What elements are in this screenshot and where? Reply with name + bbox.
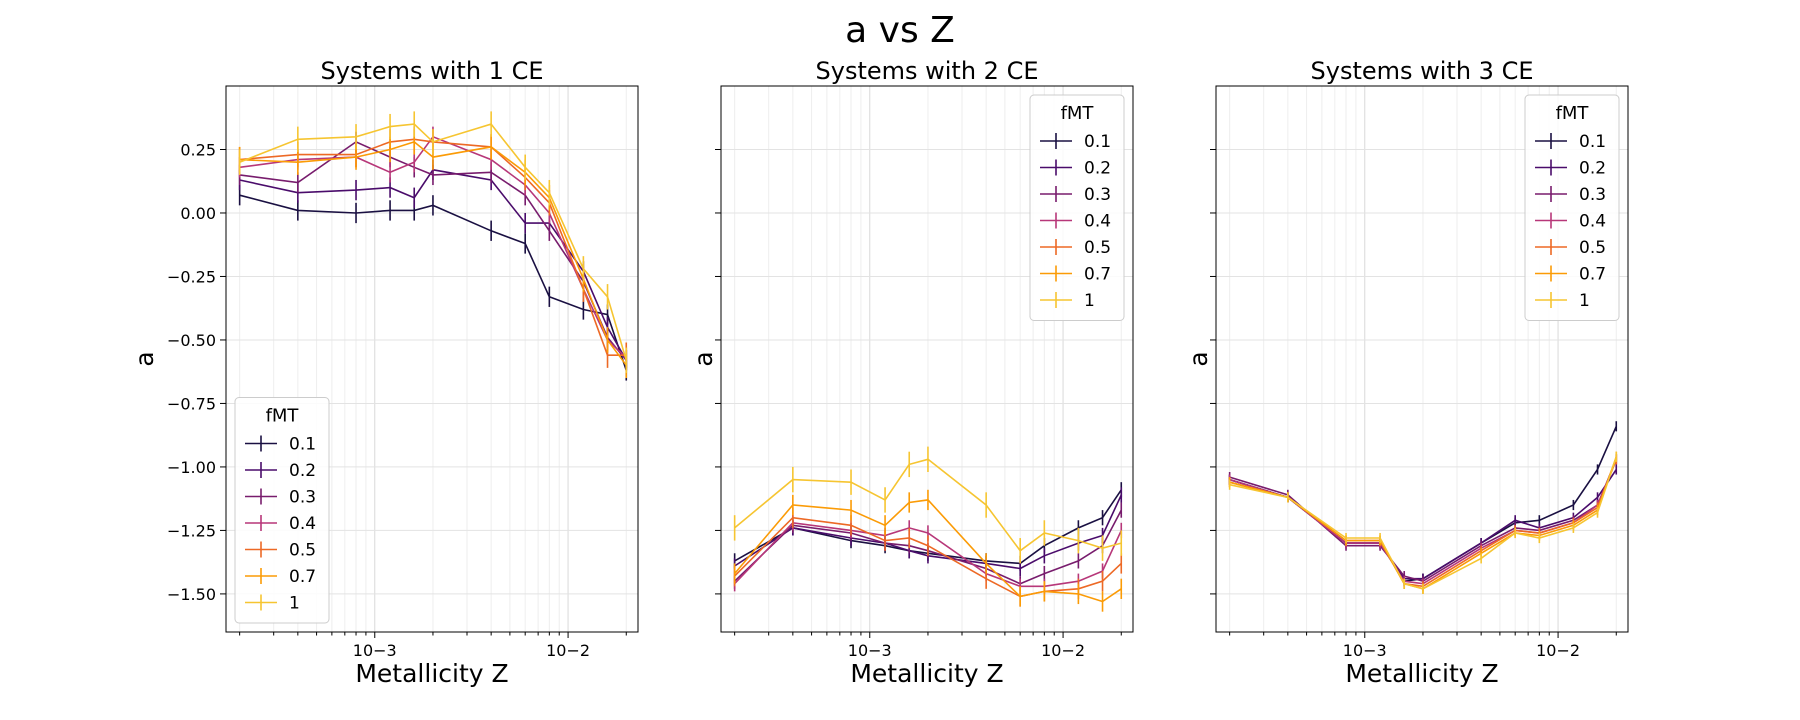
legend-item-label: 0.2 [1084, 159, 1111, 179]
legend: fMT 0.1 0.2 0.3 0.4 0.5 0.7 1 [1029, 94, 1125, 321]
y-tick-label: 0.25 [180, 140, 216, 159]
legend-item-label: 0.2 [1579, 159, 1606, 179]
series-line-0.3 [1229, 458, 1618, 583]
series-line-0.4 [734, 521, 1123, 588]
legend-item-label: 0.5 [1084, 238, 1111, 258]
series-line-1 [239, 123, 628, 361]
legend-item-label: 0.1 [1579, 132, 1606, 152]
x-tick-label: 10−3 [1343, 641, 1387, 660]
ticks: 10−3 10−2 0.25 0.00 −0.25 −0.50 −0.75 −1.00 −1.2… [167, 140, 627, 660]
legend: fMT 0.1 0.2 0.3 0.4 0.5 0.7 1 [1524, 94, 1620, 321]
legend-item-label: 0.3 [1084, 185, 1111, 205]
chart-panel-1: 10−3 10−2 0.25 0.00 −0.25 −0.50 −0.75 −1.00 −1.2… [130, 57, 639, 688]
x-axis-label: Metallicity Z [850, 659, 1003, 688]
x-tick-label: 10−2 [546, 641, 590, 660]
legend-box [1029, 94, 1125, 321]
panel-title: Systems with 2 CE [816, 57, 1039, 85]
x-axis-label: Metallicity Z [355, 659, 508, 688]
y-tick-label: −1.25 [167, 521, 216, 540]
y-tick-label: −0.25 [167, 267, 216, 286]
series-line-0.3 [734, 509, 1123, 585]
legend-item-label: 0.1 [1084, 132, 1111, 152]
legend-item-label: 0.5 [1579, 238, 1606, 258]
x-tick-label: 10−3 [848, 641, 892, 660]
legend-item-label: 0.4 [1579, 212, 1606, 232]
legend-item-label: 0.7 [1579, 265, 1606, 285]
series-line-1 [1229, 456, 1618, 590]
x-tick-label: 10−2 [1041, 641, 1085, 660]
series-group [238, 111, 628, 381]
series-line-0.1 [239, 194, 628, 371]
legend-title: fMT [1061, 103, 1095, 124]
y-axis-label: a [689, 351, 718, 366]
legend-item-label: 0.4 [1084, 212, 1111, 232]
axes-frame [1215, 85, 1629, 633]
figure-suptitle: a vs Z [845, 10, 955, 51]
legend-item-label: 0.1 [289, 435, 316, 455]
y-tick-label: −0.75 [167, 394, 216, 413]
panel-title: Systems with 3 CE [1311, 57, 1534, 85]
axes-frame [225, 85, 639, 633]
x-tick-label: 10−2 [1536, 641, 1580, 660]
legend-item-label: 0.7 [289, 567, 316, 587]
ticks: 10−3 10−2 [715, 148, 1122, 660]
ticks: 10−3 10−2 [1210, 148, 1617, 660]
chart-panel-3: 10−3 10−2 Systems with 3 CE Metallicity Z a f… [1184, 57, 1629, 688]
series-group [1228, 421, 1618, 594]
series-line-0.7 [733, 499, 1122, 603]
legend-item-label: 0.3 [1579, 185, 1606, 205]
legend-item-label: 0.2 [289, 461, 316, 481]
series-line-0.5 [239, 138, 627, 357]
series-group [733, 446, 1123, 612]
y-axis-label: a [1184, 351, 1213, 366]
y-tick-label: −0.50 [167, 331, 216, 350]
y-axis-label: a [130, 351, 159, 366]
y-tick-label: −1.00 [167, 458, 216, 477]
series-line-0.2 [239, 168, 627, 361]
series-line-1 [734, 458, 1122, 552]
series-line-0.5 [734, 516, 1122, 598]
chart-panel-2: 10−3 10−2 Systems with 2 CE Metallicity Z a f… [689, 57, 1134, 688]
legend-box [234, 397, 330, 624]
legend-item-label: 1 [1579, 291, 1590, 311]
series-line-0.1 [734, 489, 1122, 565]
y-tick-label: 0.00 [180, 204, 216, 223]
panel-title: Systems with 1 CE [321, 57, 544, 85]
legend-item-label: 0.5 [289, 541, 316, 561]
legend-item-label: 0.3 [289, 488, 316, 508]
legend-item-label: 1 [289, 594, 300, 614]
legend-item-label: 1 [1084, 291, 1095, 311]
legend-title: fMT [1556, 103, 1590, 124]
x-tick-label: 10−3 [353, 641, 397, 660]
legend-box [1524, 94, 1620, 321]
x-axis-label: Metallicity Z [1345, 659, 1498, 688]
legend-title: fMT [266, 406, 300, 427]
series-line-0.7 [239, 141, 627, 366]
legend-item-label: 0.4 [289, 514, 316, 534]
legend-item-label: 0.7 [1084, 265, 1111, 285]
y-tick-label: −1.50 [167, 585, 216, 604]
chart-panels: 10−3 10−2 0.25 0.00 −0.25 −0.50 −0.75 −1.00 −1.2… [130, 57, 1629, 688]
series-line-0.7 [1229, 456, 1618, 590]
legend: fMT 0.1 0.2 0.3 0.4 0.5 0.7 1 [234, 397, 330, 624]
axes-frame [720, 85, 1134, 633]
